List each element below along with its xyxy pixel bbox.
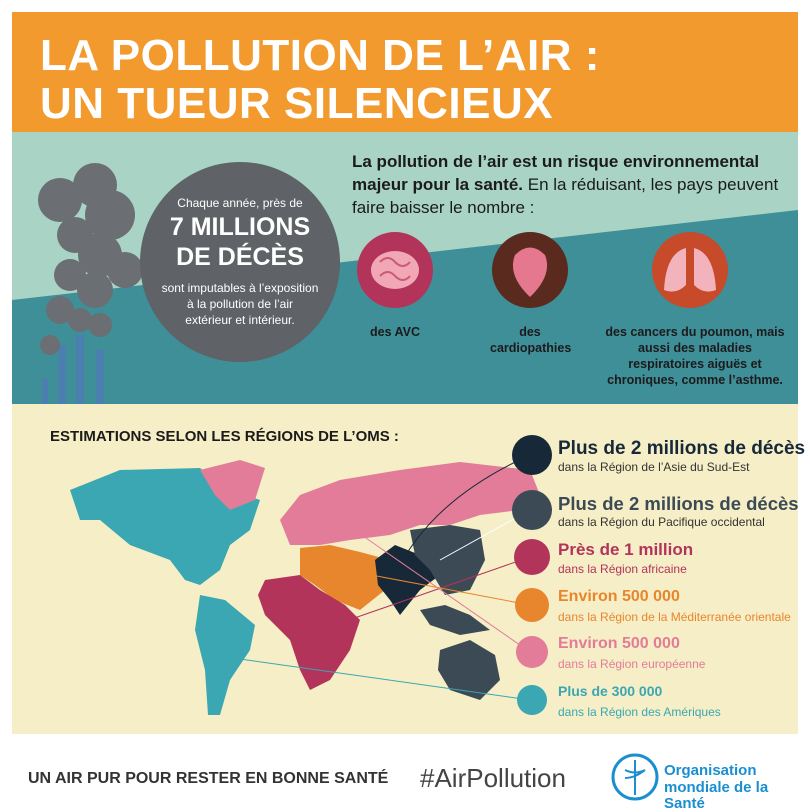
- cause-label: des AVC: [369, 325, 420, 339]
- world-map: [70, 460, 540, 715]
- who-emblem: [611, 753, 659, 801]
- africa: [258, 575, 360, 690]
- region-headline: Plus de 2 millions de décès: [558, 493, 799, 514]
- cause-label: des cardiopathies: [490, 325, 572, 355]
- heart: [512, 247, 548, 297]
- region-dot: [517, 685, 547, 715]
- brain-folds: [379, 257, 411, 281]
- legend-dots: [512, 435, 552, 715]
- cause-label: des cancers du poumon, mais aussi des ma…: [605, 325, 785, 387]
- stat-detail: extérieur et intérieur.: [185, 313, 295, 327]
- hashtag: #AirPollution: [420, 763, 566, 793]
- australia: [438, 640, 500, 700]
- header-band: [12, 12, 798, 132]
- stat-detail: sont imputables à l’exposition: [161, 281, 319, 295]
- title-line: UN TUEUR SILENCIEUX: [40, 79, 554, 128]
- footer-slogan: UN AIR PUR POUR RESTER EN BONNE SANTÉ: [28, 770, 389, 787]
- region-headline: Environ 500 000: [558, 635, 680, 652]
- region-headline: Environ 500 000: [558, 588, 680, 605]
- region-detail: dans la Région de la Méditerranée orient…: [558, 610, 791, 624]
- connector-lines: [211, 454, 531, 701]
- intro-bold: La pollution de l’air est un risque envi…: [352, 152, 760, 194]
- region-headline: Plus de 300 000: [558, 683, 663, 699]
- region-detail: dans la Région du Pacifique occidental: [558, 515, 765, 529]
- lung-icon: [652, 232, 728, 308]
- region-dot: [512, 490, 552, 530]
- brain: [371, 251, 419, 289]
- region-headline: Près de 1 million: [558, 540, 694, 559]
- intro: La pollution de l’air est un risque envi…: [352, 150, 792, 219]
- region-detail: dans la Région européenne: [558, 657, 706, 671]
- intro-text: En la réduisant, les pays peuvent faire …: [352, 175, 779, 217]
- region-dot: [516, 636, 548, 668]
- stat-intro: Chaque année, près de: [177, 196, 303, 210]
- region-dot: [515, 588, 549, 622]
- stat-figure: DE DÉCÈS: [176, 243, 304, 271]
- stat-circle: [140, 162, 340, 362]
- region-dot: [512, 435, 552, 475]
- chimneys: [42, 335, 104, 404]
- lungs: [664, 248, 716, 292]
- title-line: LA POLLUTION DE L’AIR :: [40, 31, 600, 80]
- smoke: [38, 163, 143, 355]
- region-headline: Plus de 2 millions de décès: [558, 438, 806, 459]
- region-detail: dans la Région des Amériques: [558, 705, 721, 719]
- org-name: Organisation: [664, 762, 757, 779]
- east-med: [300, 545, 390, 610]
- western-pacific: [410, 525, 485, 595]
- greenland: [200, 460, 265, 510]
- org-name: mondiale de la Santé: [664, 779, 769, 812]
- region-detail: dans la Région africaine: [558, 562, 687, 576]
- archipelago: [420, 605, 490, 635]
- north-america: [70, 468, 260, 585]
- europe: [280, 462, 540, 545]
- region-dot: [514, 539, 550, 575]
- who-staff: [624, 760, 646, 795]
- region-detail: dans la Région de l’Asie du Sud-Est: [558, 460, 750, 474]
- map-heading: ESTIMATIONS SELON LES RÉGIONS DE L’OMS :: [50, 428, 399, 445]
- stat-figure: 7 MILLIONS: [169, 213, 311, 241]
- south-america: [195, 595, 255, 715]
- stat-detail: à la pollution de l’air: [186, 297, 294, 311]
